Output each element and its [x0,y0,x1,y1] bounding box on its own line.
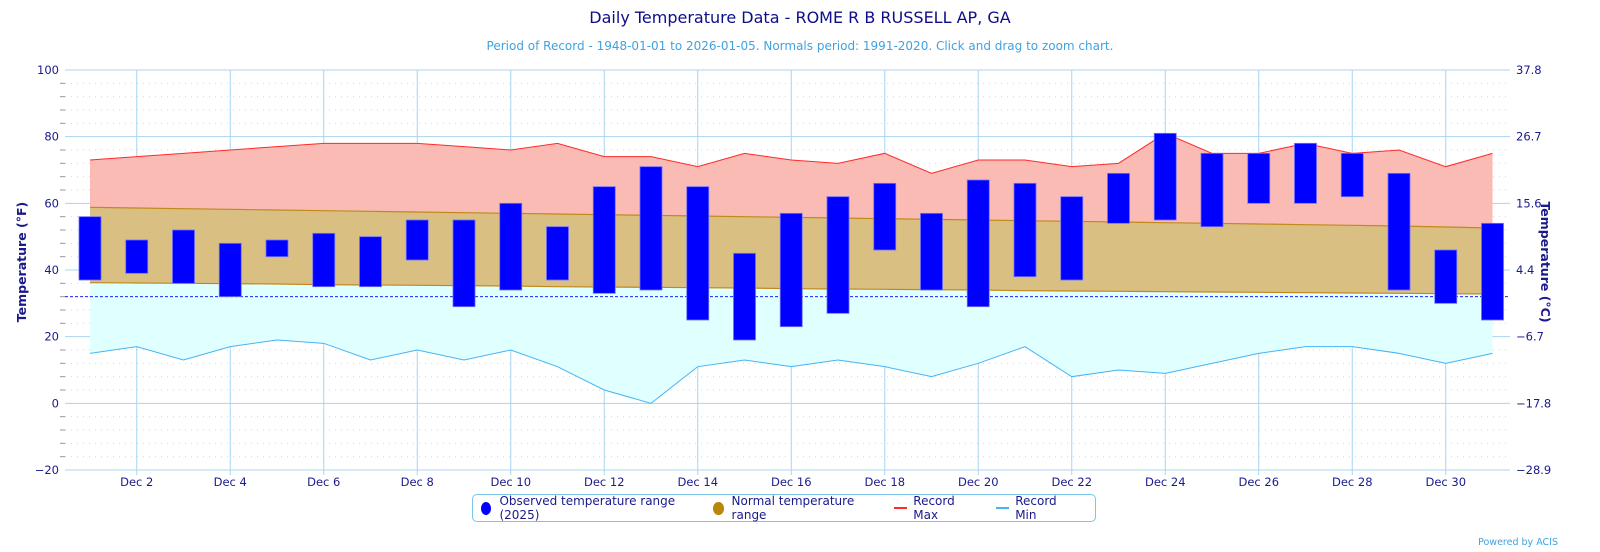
record-min-line [89,339,1493,404]
observed-range-bar[interactable] [172,229,195,284]
y-axis-label-left: Temperature (°F) [14,202,29,322]
observed-range-bar[interactable] [218,242,242,298]
x-tick-label: Dec 20 [958,475,999,489]
x-tick-label: Dec 2 [120,475,153,489]
y-tick-label-left: 80 [44,130,59,144]
observed-range-bar[interactable] [779,212,803,328]
observed-range-bar[interactable] [873,182,897,251]
observed-range-bar[interactable] [686,186,710,321]
x-tick-label: Dec 4 [214,475,247,489]
powered-by-link[interactable]: Powered by ACIS [1478,537,1558,548]
observed-range-bar[interactable] [1013,182,1037,278]
observed-range-bar[interactable] [499,202,523,291]
x-tick-label: Dec 28 [1332,475,1373,489]
record-min-area [90,282,1493,404]
legend-item-normal[interactable]: Normal temperature range [713,494,872,522]
chart-subtitle: Period of Record - 1948-01-01 to 2026-01… [487,39,1114,53]
line-icon [996,507,1010,509]
y-tick-label-right: −6.7 [1516,330,1544,344]
observed-range-bar[interactable] [733,252,756,341]
observed-range-bar[interactable] [125,239,149,274]
observed-range-bar[interactable] [1294,142,1317,204]
legend-label: Record Min [1015,494,1057,522]
legend-item-record-max[interactable]: Record Max [894,494,974,522]
observed-range-bar[interactable] [78,216,102,281]
x-tick-label: Dec 24 [1145,475,1186,489]
observed-range-bar[interactable] [265,239,289,258]
circle-icon [713,501,724,515]
legend-label: Normal temperature range [731,494,855,522]
observed-range-bar[interactable] [639,166,663,291]
observed-range-bar[interactable] [1434,249,1458,304]
y-tick-label-right: 15.6 [1516,196,1542,210]
observed-range-bar[interactable] [312,232,336,288]
y-tick-label-left: 100 [37,63,59,77]
y-tick-label-right: 37.8 [1516,63,1542,77]
line-icon [894,507,908,509]
x-tick-label: Dec 12 [584,475,625,489]
observed-range-bar[interactable] [920,212,943,291]
chart-title: Daily Temperature Data - ROME R B RUSSEL… [589,8,1010,27]
chart-legend: Observed temperature range (2025) Normal… [472,494,1096,522]
x-tick-label: Dec 8 [401,475,434,489]
observed-range-bar[interactable] [1200,152,1224,228]
legend-item-record-min[interactable]: Record Min [996,494,1073,522]
observed-range-bar[interactable] [592,186,616,294]
observed-range-bar[interactable] [452,219,476,308]
x-tick-label: Dec 6 [307,475,340,489]
y-tick-label-right: −17.8 [1516,396,1551,410]
legend-item-observed[interactable]: Observed temperature range (2025) [481,494,691,522]
x-tick-label: Dec 16 [771,475,812,489]
y-tick-label-right: 4.4 [1516,263,1534,277]
x-tick-label: Dec 14 [677,475,718,489]
record-max-area [90,133,1493,228]
x-tick-label: Dec 10 [490,475,531,489]
y-axis-label-right: Temperature (°C) [1538,201,1553,322]
observed-range-bar[interactable] [1107,172,1130,224]
y-tick-label-left: 60 [44,196,59,210]
y-tick-label-left: 0 [52,396,59,410]
x-tick-label: Dec 30 [1425,475,1466,489]
y-tick-label-right: 26.7 [1516,130,1542,144]
x-tick-label: Dec 18 [864,475,905,489]
y-tick-label-left: −20 [35,463,59,477]
observed-range-bar[interactable] [966,179,990,308]
observed-range-bar[interactable] [546,226,569,281]
y-tick-label-left: 40 [44,263,59,277]
x-tick-label: Dec 26 [1238,475,1279,489]
circle-icon [481,501,492,515]
observed-range-bar[interactable] [1060,196,1084,281]
observed-range-bar[interactable] [405,219,429,261]
observed-range-bar[interactable] [1387,172,1411,291]
legend-label: Observed temperature range (2025) [499,494,676,522]
observed-range-bar[interactable] [1481,222,1504,321]
y-tick-label-left: 20 [44,330,59,344]
legend-label: Record Max [913,494,955,522]
x-tick-label: Dec 22 [1051,475,1092,489]
observed-range-bar[interactable] [359,236,382,288]
observed-range-bar[interactable] [1247,152,1271,204]
observed-range-bar[interactable] [1340,152,1364,198]
y-tick-label-right: −28.9 [1516,463,1551,477]
observed-range-bar[interactable] [826,196,850,314]
observed-range-bar[interactable] [1153,132,1177,221]
